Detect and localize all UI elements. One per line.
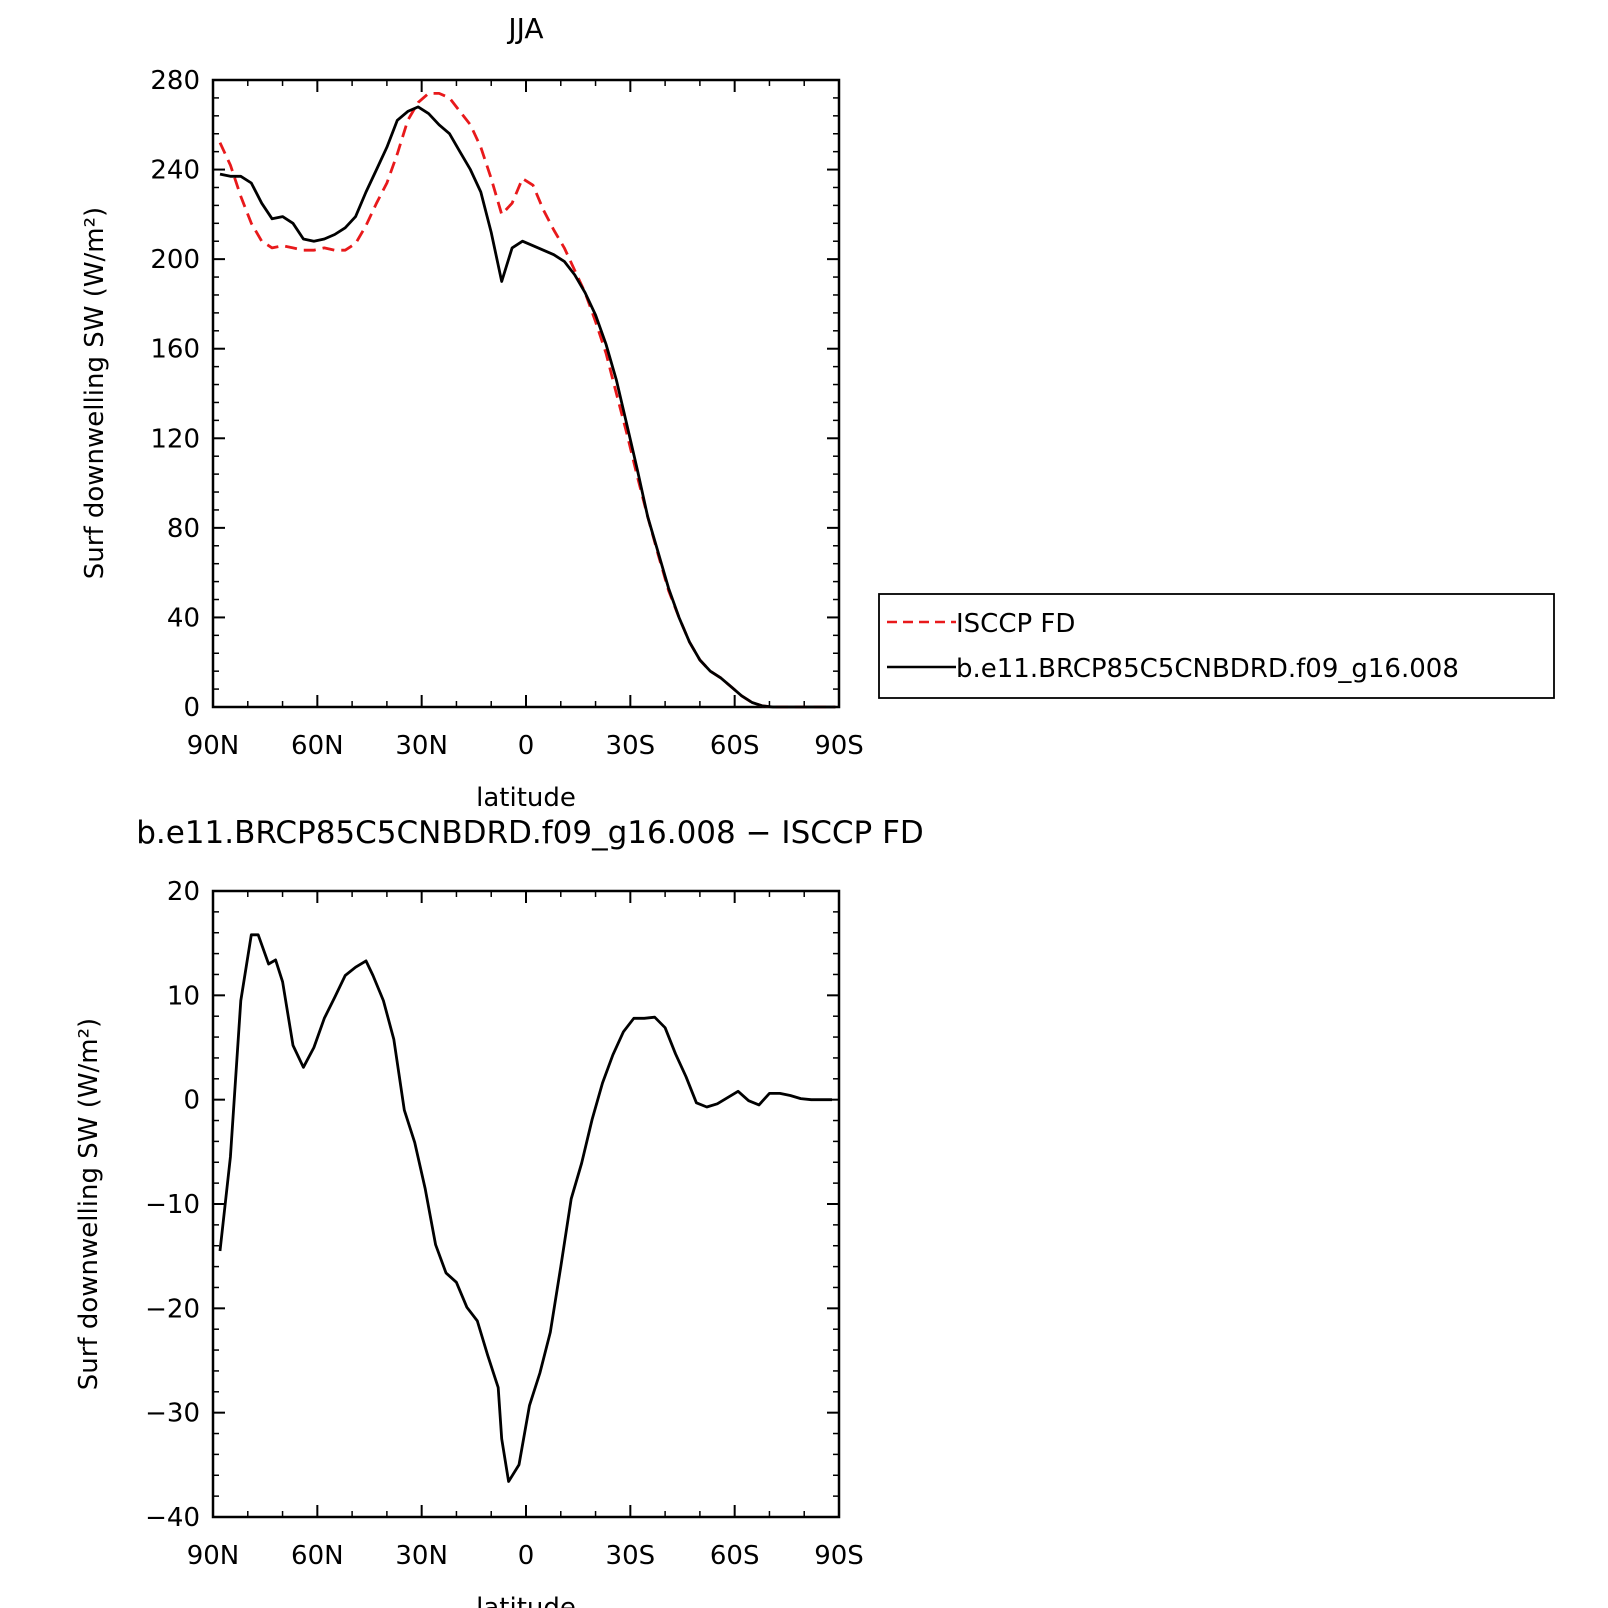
- chart-panel-top: JJA 90N 60N 30N 0 30S 60S 90S 0 40 80 120 160 200 24…: [80, 12, 864, 813]
- x-tick-label: 0: [518, 731, 535, 761]
- series-line-isccp-fd: [218, 92, 836, 709]
- y-tick-labels: 0 40 80 120 160 200 240 280: [150, 66, 200, 723]
- y-tick-label: 160: [150, 335, 200, 365]
- y-tick-label: 20: [167, 877, 200, 907]
- x-tick-label: 90N: [187, 731, 240, 761]
- y-tick-labels: 20 10 0 −10 −20 −30 −40: [145, 877, 200, 1533]
- legend: ISCCP FD b.e11.BRCP85C5CNBDRD.f09_g16.00…: [878, 593, 1555, 699]
- axis-ticks: [212, 890, 840, 1518]
- y-tick-label: 280: [150, 66, 200, 96]
- series-lines: [218, 92, 836, 709]
- legend-label-model: b.e11.BRCP85C5CNBDRD.f09_g16.008: [956, 654, 1459, 684]
- x-tick-label: 30S: [606, 1541, 656, 1571]
- x-tick-label: 60S: [710, 1541, 760, 1571]
- y-tick-label: 0: [183, 693, 200, 723]
- y-tick-label: 10: [167, 981, 200, 1011]
- y-tick-label: 200: [150, 245, 200, 275]
- x-tick-label: 30N: [395, 731, 448, 761]
- y-axis-label: Surf downwelling SW (W/m²): [74, 1018, 104, 1390]
- legend-box: [878, 593, 1555, 699]
- axis-ticks: [212, 79, 840, 708]
- x-axis-label: latitude: [476, 1593, 576, 1608]
- x-tick-label: 30N: [395, 1541, 448, 1571]
- y-tick-label: 120: [150, 424, 200, 454]
- x-axis-label: latitude: [476, 783, 576, 813]
- chart-title: b.e11.BRCP85C5CNBDRD.f09_g16.008 − ISCCP…: [136, 815, 924, 851]
- difference-line: [218, 933, 832, 1483]
- series-line-b: [219, 105, 836, 709]
- y-tick-label: 0: [183, 1086, 200, 1116]
- x-tick-label: 90N: [187, 1541, 240, 1571]
- y-tick-label: −10: [145, 1190, 200, 1220]
- x-tick-label: 60N: [291, 731, 344, 761]
- x-tick-label: 0: [518, 1541, 535, 1571]
- x-tick-labels: 90N 60N 30N 0 30S 60S 90S: [187, 1541, 864, 1571]
- x-tick-labels: 90N 60N 30N 0 30S 60S 90S: [187, 731, 864, 761]
- legend-label-isccp: ISCCP FD: [956, 609, 1075, 639]
- y-tick-label: −40: [145, 1503, 200, 1533]
- series-lines: [218, 933, 832, 1483]
- x-tick-label: 60S: [710, 731, 760, 761]
- y-tick-label: 80: [167, 514, 200, 544]
- y-tick-label: −30: [145, 1399, 200, 1429]
- y-axis-label: Surf downwelling SW (W/m²): [80, 207, 110, 579]
- x-tick-label: 90S: [814, 1541, 864, 1571]
- chart-title: JJA: [506, 12, 543, 45]
- x-tick-label: 30S: [606, 731, 656, 761]
- x-tick-label: 90S: [814, 731, 864, 761]
- x-tick-label: 60N: [291, 1541, 344, 1571]
- y-tick-label: −20: [145, 1294, 200, 1324]
- chart-panel-bottom: b.e11.BRCP85C5CNBDRD.f09_g16.008 − ISCCP…: [74, 815, 924, 1608]
- y-tick-label: 40: [167, 603, 200, 633]
- y-tick-label: 240: [150, 156, 200, 186]
- plot-frame: [211, 78, 841, 709]
